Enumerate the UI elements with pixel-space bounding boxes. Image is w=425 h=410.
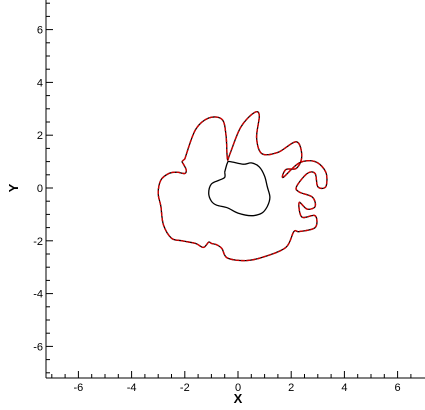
y-tick-label: 6	[37, 25, 43, 37]
y-tick-label: -2	[33, 236, 43, 248]
y-tick-label: 4	[37, 77, 43, 89]
x-tick-label: 6	[395, 382, 401, 394]
series-line-2	[157, 110, 328, 262]
x-tick-label: -2	[180, 382, 190, 394]
series-line-3	[157, 110, 328, 262]
x-tick-label: 4	[341, 382, 347, 394]
x-tick-label: 2	[288, 382, 294, 394]
x-tick-label: -4	[127, 382, 137, 394]
tick-labels: -6 -4 -2 0 2 4 6 6 4 2 0 -2 -4 -6	[33, 25, 400, 394]
plot-axes	[45, 0, 425, 379]
y-axis-label: Y	[6, 183, 21, 192]
series-group	[157, 110, 328, 262]
x-tick-label: 0	[235, 382, 241, 394]
y-tick-label: -6	[33, 341, 43, 353]
x-tick-label: -6	[74, 382, 84, 394]
series-line-1	[208, 160, 271, 217]
y-tick-label: 0	[37, 183, 43, 195]
y-tick-label: 2	[37, 130, 43, 142]
tick-marks	[46, 2, 412, 378]
y-tick-label: -4	[33, 289, 43, 301]
x-axis-label: X	[234, 391, 243, 406]
